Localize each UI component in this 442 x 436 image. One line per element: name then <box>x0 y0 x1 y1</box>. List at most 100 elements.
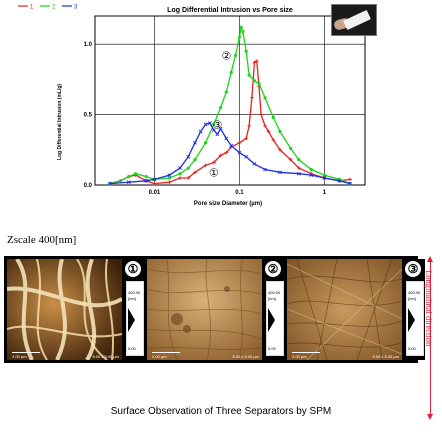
series-2-point-24 <box>271 115 275 119</box>
series-2-point-1 <box>118 179 123 183</box>
size-label-2: 5.00 x 5.00 µm <box>232 354 259 359</box>
chart-title: Log Differential Intrusion vs Pore size <box>167 7 293 14</box>
series-3-point-15 <box>229 143 234 148</box>
series-1-point-24 <box>266 129 271 134</box>
series-2-point-11 <box>212 122 216 127</box>
colorbar-bottom-1: 0.00 <box>128 346 136 351</box>
chart-svg: Log Differential Intrusion vs Pore size … <box>18 5 366 207</box>
colorbar-unit-2: [nm] <box>268 296 276 301</box>
colorbar-bottom-2: 0.00 <box>268 346 276 351</box>
series-1-point-15 <box>237 140 242 145</box>
spm-panel-2: 2.00 µm 5.00 x 5.00 µm <box>147 259 262 360</box>
scale-label-2: 2.00 µm <box>152 354 167 359</box>
series-1-point-23 <box>263 124 267 128</box>
size-label-1: 5.00 x 5.00 µm <box>92 354 119 359</box>
series-3-point-11 <box>211 128 216 132</box>
sample-number-2: ② <box>265 261 281 277</box>
series-1-point-12 <box>218 153 223 158</box>
series-2-point-26 <box>289 146 293 150</box>
series-2-point-16 <box>237 35 242 39</box>
series-2-point-13 <box>224 90 228 94</box>
series-2-point-10 <box>204 141 208 145</box>
series-1-point-32 <box>348 177 352 182</box>
curve-annotation-2: ① <box>209 166 219 179</box>
zscale-label: Zscale 400[nm] <box>7 234 77 246</box>
curve-annotation-0: ② <box>221 49 231 62</box>
chart-x-axis-label: Pore size Diameter (µm) <box>194 201 262 207</box>
scale-bar-2 <box>152 352 180 353</box>
series-3-point-1 <box>126 180 131 185</box>
series-2-point-8 <box>186 166 190 170</box>
series-2-point-28 <box>309 167 313 172</box>
colorbar-triangle-2 <box>268 308 275 332</box>
series-3-point-0 <box>108 181 112 186</box>
size-label-3: 5.00 x 5.00 µm <box>372 354 399 359</box>
legend-label-3: 3 <box>74 5 78 11</box>
y-tick-label-0: 0.0 <box>84 183 93 189</box>
series-2-point-4 <box>144 174 148 179</box>
series-1-point-20 <box>254 59 259 63</box>
colorbar-panel-2: ② 400.00 [nm] 0.00 <box>263 259 285 360</box>
spm-image-3 <box>287 259 402 360</box>
series-3-point-2 <box>144 178 149 183</box>
y-tick-label-2: 1.0 <box>84 42 93 48</box>
series-3-point-17 <box>244 154 249 159</box>
series-2-point-23 <box>263 96 267 100</box>
series-1-point-7 <box>178 176 182 180</box>
colorbar-triangle-3 <box>408 308 415 332</box>
series-3-point-4 <box>167 173 172 178</box>
spm-panel-3: 2.00 µm 5.00 x 5.00 µm <box>287 259 402 360</box>
series-1-point-22 <box>259 112 263 117</box>
series-3-point-22 <box>309 173 314 178</box>
series-1-point-9 <box>193 170 197 175</box>
series-3-point-19 <box>263 167 267 172</box>
chart-y-axis-label: Log Differential Intrusion (mL/g) <box>57 84 63 160</box>
series-2-point-19 <box>244 49 248 53</box>
series-2-point-2 <box>127 174 131 179</box>
series-2-point-25 <box>278 129 282 134</box>
colorbar-unit-1: [nm] <box>128 296 136 301</box>
series-3-point-25 <box>348 181 352 186</box>
legend-label-2: 2 <box>52 5 56 11</box>
series-2-point-21 <box>252 79 256 83</box>
series-1-point-13 <box>224 150 229 155</box>
sample-number-3: ③ <box>405 261 421 277</box>
series-1-point-25 <box>271 138 276 142</box>
series-2-point-22 <box>257 82 261 86</box>
series-2-point-12 <box>218 105 223 110</box>
pore-size-chart: Log Differential Intrusion vs Pore size … <box>0 0 442 215</box>
chart-legend: 1 2 3 <box>18 5 78 11</box>
colorbar-triangle-1 <box>128 308 135 332</box>
series-3-point-10 <box>208 121 212 125</box>
separator-photo <box>331 4 377 36</box>
chart-body: 0.01 0.1 1 0.0 0.5 1.0 ② ③ ① <box>84 15 366 196</box>
legend-label-1: 1 <box>30 5 34 11</box>
series-3-point-6 <box>186 154 191 159</box>
series-3-point-5 <box>178 166 182 171</box>
spm-image-2 <box>147 259 262 360</box>
y-tick-label-1: 0.5 <box>84 113 93 119</box>
series-1-point-5 <box>152 181 157 186</box>
figure-caption: Surface Observation of Three Separators … <box>110 406 332 417</box>
colorbar-top-2: 400.00 <box>268 290 281 295</box>
series-1-point-27 <box>288 157 293 162</box>
series-1-point-17 <box>247 124 251 128</box>
scale-label-1: 2.00 µm <box>12 354 27 359</box>
sample-number-1: ① <box>125 261 141 277</box>
colorbar-2: 400.00 [nm] 0.00 <box>266 281 284 356</box>
series-2-point-3 <box>133 172 138 176</box>
series-3-point-18 <box>252 161 257 166</box>
series-2-point-27 <box>297 158 301 162</box>
series-2-point-17 <box>239 25 243 29</box>
scale-bar-3 <box>292 352 320 353</box>
double-arrow-icon <box>427 256 433 420</box>
colorbar-panel-3: ③ 400.00 [nm] 0.00 <box>403 259 425 360</box>
spm-panel-1: 2.00 µm 5.00 x 5.00 µm <box>7 259 122 360</box>
series-2-point-6 <box>167 176 171 180</box>
series-3-point-16 <box>237 150 242 155</box>
series-1-point-18 <box>250 95 254 100</box>
series-1-point-11 <box>212 160 216 165</box>
series-2-point-20 <box>247 73 251 77</box>
series-3-point-13 <box>218 126 223 131</box>
series-3-point-14 <box>224 136 229 141</box>
